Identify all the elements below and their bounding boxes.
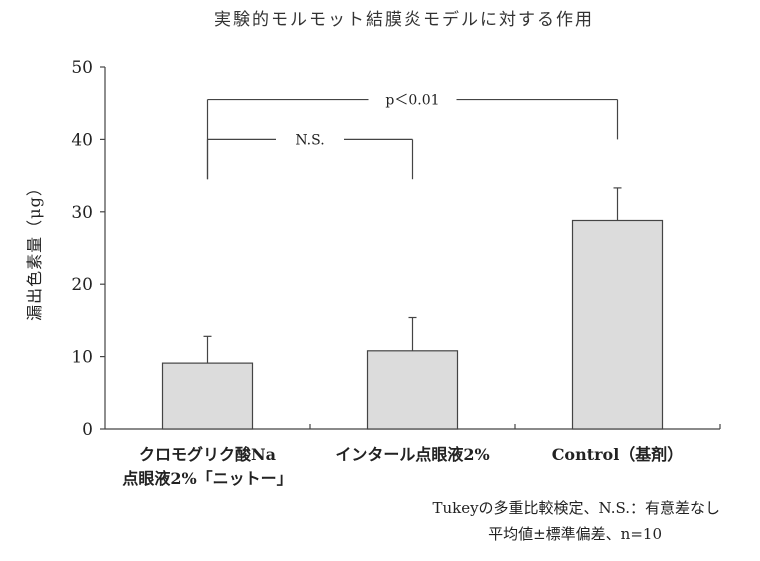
x-axis-ticks [309, 424, 721, 429]
footnote-stats: 平均値±標準偏差、n=10 [488, 525, 662, 543]
footnote-test: Tukeyの多重比較検定、N.S.：有意差なし [432, 499, 720, 517]
bar [571, 219, 664, 430]
bar [161, 362, 254, 430]
y-tick-label: 20 [71, 275, 93, 295]
y-tick-label: 30 [71, 203, 93, 223]
significance-label: N.S. [295, 132, 324, 148]
error-bars [203, 187, 622, 364]
y-tick-label: 40 [71, 130, 93, 150]
category-label: Control（基剤） [552, 445, 684, 464]
bars [161, 219, 664, 430]
y-tick-label: 10 [71, 348, 93, 368]
category-labels: クロモグリク酸Na 点眼液2%「ニットー」 インタール点眼液2% Control（基剤… [122, 445, 683, 488]
y-axis-ticks: 0 10 20 30 40 50 [71, 58, 105, 440]
y-axis-label: 漏出色素量（μg） [25, 179, 44, 321]
category-label: 点眼液2%「ニットー」 [122, 469, 292, 488]
category-label: インタール点眼液2% [335, 445, 489, 464]
chart-title: 実験的モルモット結膜炎モデルに対する作用 [214, 9, 594, 30]
y-tick-label: 50 [71, 58, 93, 78]
y-tick-label: 0 [82, 420, 93, 440]
significance-label: p＜0.01 [385, 93, 439, 109]
significance-brackets: p＜0.01 N.S. [206, 93, 619, 180]
bar [366, 350, 459, 430]
category-label: クロモグリク酸Na [139, 445, 276, 464]
